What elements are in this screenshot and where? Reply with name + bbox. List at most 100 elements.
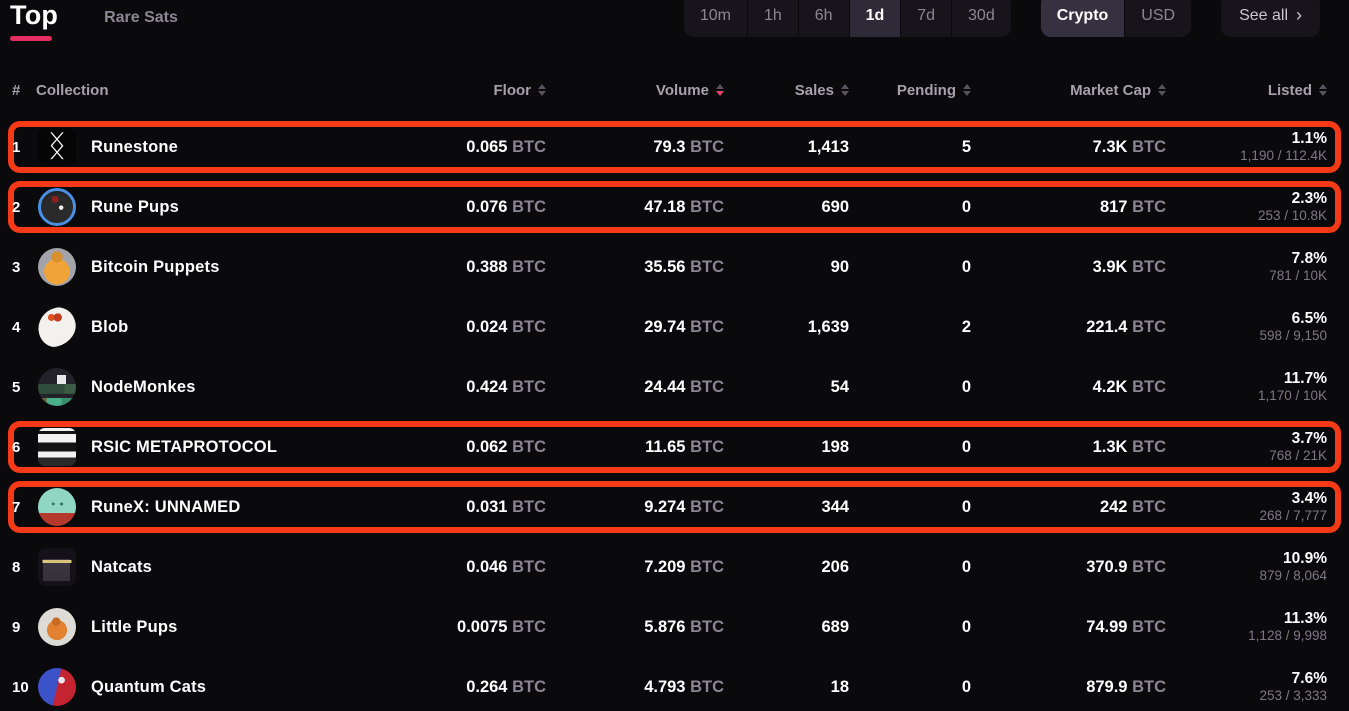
row-rank: 9 (12, 618, 21, 636)
time-filter-group: 10m 1h 6h 1d 7d 30d (683, 0, 1011, 37)
market-cap-value: 1.3K BTC (1092, 437, 1166, 456)
filter-button-10m[interactable]: 10m (683, 0, 747, 37)
table-row[interactable]: 2 Rune Pups 0.076 BTC 47.18 BTC 690 0 81… (0, 177, 1349, 237)
listed-percent: 7.6% (1291, 669, 1327, 687)
nodemonkes-avatar-icon (38, 368, 76, 406)
table-row[interactable]: 10 Quantum Cats 0.264 BTC 4.793 BTC 18 0… (0, 657, 1349, 711)
filter-button-crypto[interactable]: Crypto (1040, 0, 1125, 37)
quantum-cats-avatar-icon (38, 668, 76, 706)
header-listed[interactable]: Listed (1166, 82, 1349, 99)
row-rank: 5 (12, 378, 21, 396)
pending-value: 5 (961, 137, 971, 156)
table-row[interactable]: 8 Natcats 0.046 BTC 7.209 BTC 206 0 370.… (0, 537, 1349, 597)
header-controls: 10m 1h 6h 1d 7d 30d Crypto USD See all › (683, 0, 1320, 37)
sales-value: 344 (821, 497, 849, 516)
volume-value: 11.65 BTC (645, 437, 724, 456)
table-row[interactable]: 9 Little Pups 0.0075 BTC 5.876 BTC 689 0… (0, 597, 1349, 657)
tab-rare-sats[interactable]: Rare Sats (104, 9, 178, 26)
sales-value: 1,639 (807, 317, 849, 336)
header-volume[interactable]: Volume (546, 82, 724, 99)
header-floor[interactable]: Floor (400, 82, 546, 99)
floor-value: 0.065 BTC (466, 137, 546, 156)
volume-value: 4.793 BTC (644, 677, 724, 696)
collection-name: Rune Pups (91, 197, 179, 216)
listed-count-detail: 253 / 10.8K (1257, 208, 1327, 224)
header-market-cap[interactable]: Market Cap (971, 82, 1166, 99)
listed-percent: 11.7% (1283, 369, 1327, 387)
listed-count-detail: 598 / 9,150 (1259, 328, 1327, 344)
pending-value: 0 (961, 677, 971, 696)
pending-value: 0 (961, 197, 971, 216)
filter-button-1h[interactable]: 1h (747, 0, 798, 37)
floor-value: 0.0075 BTC (457, 617, 546, 636)
btc-unit-label: BTC (512, 437, 546, 456)
listed-value: 11.3% 1,128 / 9,998 (1166, 609, 1349, 645)
btc-unit-label: BTC (1132, 137, 1166, 156)
collection-name: Blob (91, 317, 129, 336)
pending-value: 2 (961, 317, 971, 336)
btc-unit-label: BTC (1132, 497, 1166, 516)
btc-unit-label: BTC (512, 197, 546, 216)
filter-button-usd[interactable]: USD (1125, 0, 1192, 37)
sales-value: 1,413 (807, 137, 849, 156)
sort-icon (538, 84, 546, 96)
sort-icon (963, 84, 971, 96)
header-collection: Collection (36, 81, 109, 99)
tab-top-label: Top (10, 0, 59, 30)
table-row[interactable]: 5 NodeMonkes 0.424 BTC 24.44 BTC 54 0 4.… (0, 357, 1349, 417)
btc-unit-label: BTC (690, 137, 724, 156)
sales-value: 18 (830, 677, 849, 696)
table-row[interactable]: 7 RuneX: UNNAMED 0.031 BTC 9.274 BTC 344… (0, 477, 1349, 537)
listed-percent: 3.7% (1291, 429, 1327, 447)
listed-value: 3.4% 268 / 7,777 (1166, 489, 1349, 525)
table-row[interactable]: 4 Blob 0.024 BTC 29.74 BTC 1,639 2 221.4… (0, 297, 1349, 357)
sales-value: 206 (821, 557, 849, 576)
volume-value: 79.3 BTC (653, 137, 724, 156)
tab-top[interactable]: Top (10, 0, 58, 43)
floor-value: 0.062 BTC (466, 437, 546, 456)
see-all-button[interactable]: See all › (1221, 0, 1320, 37)
volume-value: 7.209 BTC (644, 557, 724, 576)
btc-unit-label: BTC (1132, 317, 1166, 336)
little-pups-avatar-icon (38, 608, 76, 646)
filter-button-30d[interactable]: 30d (952, 0, 1011, 37)
market-cap-value: 3.9K BTC (1092, 257, 1166, 276)
collection-name: Bitcoin Puppets (91, 257, 220, 276)
floor-value: 0.046 BTC (466, 557, 546, 576)
bitcoin-puppets-avatar-icon (38, 248, 76, 286)
collection-name: NodeMonkes (91, 377, 196, 396)
btc-unit-label: BTC (1132, 197, 1166, 216)
btc-unit-label: BTC (1132, 617, 1166, 636)
table-row[interactable]: 3 Bitcoin Puppets 0.388 BTC 35.56 BTC 90… (0, 237, 1349, 297)
header-sales[interactable]: Sales (724, 82, 849, 99)
market-cap-value: 74.99 BTC (1086, 617, 1166, 636)
row-rank: 10 (12, 678, 29, 696)
floor-value: 0.388 BTC (466, 257, 546, 276)
rsic-avatar-icon (38, 428, 76, 466)
sales-value: 54 (830, 377, 849, 396)
btc-unit-label: BTC (1132, 557, 1166, 576)
collections-table-body: 1 ᛝ Runestone 0.065 BTC 79.3 BTC 1,413 5… (0, 117, 1349, 711)
currency-toggle-group: Crypto USD (1040, 0, 1192, 37)
header-rank: # (12, 81, 21, 99)
btc-unit-label: BTC (1132, 437, 1166, 456)
btc-unit-label: BTC (512, 497, 546, 516)
filter-button-7d[interactable]: 7d (901, 0, 952, 37)
listed-count-detail: 268 / 7,777 (1259, 508, 1327, 524)
table-row[interactable]: 6 RSIC METAPROTOCOL 0.062 BTC 11.65 BTC … (0, 417, 1349, 477)
btc-unit-label: BTC (512, 317, 546, 336)
table-header: # Collection Floor Volume Sales Pending … (0, 75, 1349, 105)
row-rank: 2 (12, 198, 21, 216)
table-row[interactable]: 1 ᛝ Runestone 0.065 BTC 79.3 BTC 1,413 5… (0, 117, 1349, 177)
market-cap-value: 221.4 BTC (1086, 317, 1166, 336)
listed-count-detail: 781 / 10K (1269, 268, 1327, 284)
filter-button-1d[interactable]: 1d (849, 0, 901, 37)
filter-button-6h[interactable]: 6h (798, 0, 849, 37)
listed-count-detail: 768 / 21K (1269, 448, 1327, 464)
listed-count-detail: 879 / 8,064 (1259, 568, 1327, 584)
pending-value: 0 (961, 557, 971, 576)
header-pending[interactable]: Pending (849, 82, 971, 99)
collection-name: RuneX: UNNAMED (91, 497, 241, 516)
market-cap-value: 242 BTC (1099, 497, 1166, 516)
